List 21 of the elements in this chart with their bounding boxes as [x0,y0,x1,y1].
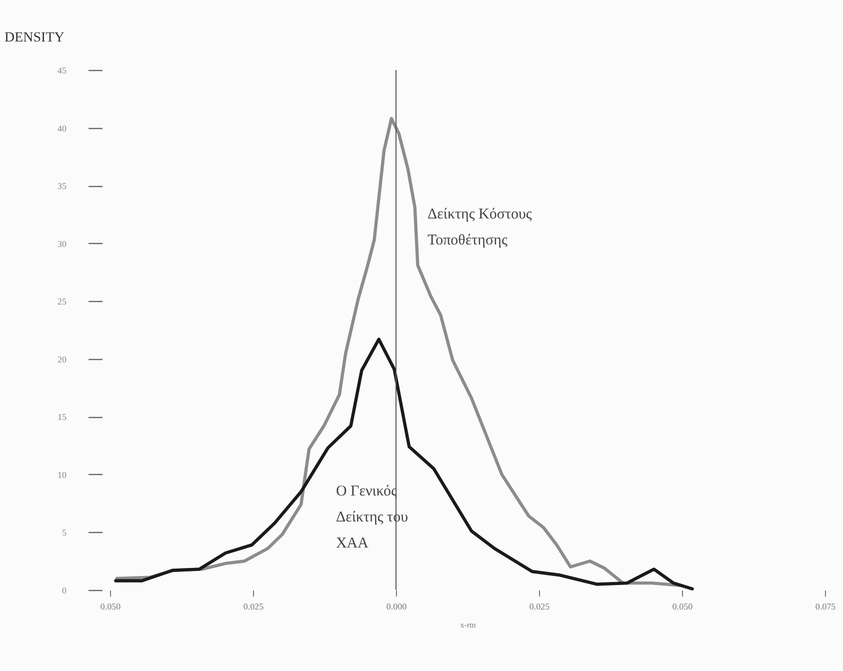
y-tick-label: 10 [58,470,67,480]
y-tick-label: 30 [58,238,67,249]
y-tick-label: 0 [62,586,67,596]
y-tick-label: 15 [58,412,67,422]
x-tick-label: 0.050 [100,602,122,612]
x-tick-label: 0.025 [243,602,264,612]
y-tick-label: 45 [58,66,67,76]
y-axis-title: DENSITY [4,30,64,46]
line-series [114,338,694,590]
y-tick-label: 35 [58,181,67,192]
x-tick-label: 0.050 [672,602,694,612]
x-tick-label: 0.000 [386,602,408,612]
x-tick-label: 0.025 [529,602,550,612]
y-tick-label: 40 [58,123,67,134]
y-tick-label: 20 [58,354,67,364]
x-tick-label: 0.075 [815,602,836,612]
series-label: Δείκτης Κόστους Τοποθέτησης [427,206,532,248]
x-axis-title: x-rtn [460,620,476,630]
y-tick-label: 25 [58,296,67,307]
line-series [115,116,682,587]
y-tick-label: 5 [62,528,67,538]
